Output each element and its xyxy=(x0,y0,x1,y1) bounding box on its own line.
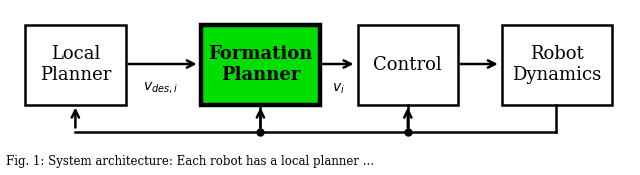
Text: Control: Control xyxy=(373,56,442,74)
Bar xyxy=(201,25,320,105)
Text: $v_i$: $v_i$ xyxy=(332,81,345,96)
Text: Fig. 1: System architecture: Each robot has a local planner ...: Fig. 1: System architecture: Each robot … xyxy=(6,155,374,167)
Text: $v_{des,i}$: $v_{des,i}$ xyxy=(143,81,177,96)
Text: Local
Planner: Local Planner xyxy=(40,45,111,84)
Bar xyxy=(502,25,612,105)
Bar xyxy=(25,25,125,105)
Bar xyxy=(358,25,458,105)
Text: Robot
Dynamics: Robot Dynamics xyxy=(512,45,602,84)
Text: Formation
Planner: Formation Planner xyxy=(208,45,312,84)
